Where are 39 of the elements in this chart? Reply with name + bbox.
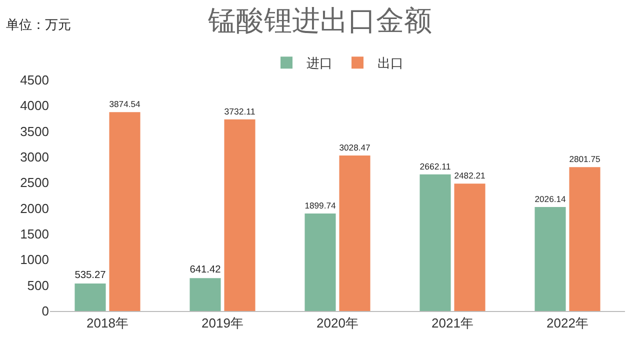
data-label: 3732.11 — [224, 106, 256, 116]
data-label: 2662.11 — [420, 161, 451, 172]
y-tick-label: 4500 — [20, 72, 49, 88]
chart-title: 锰酸锂进出口金额 — [207, 4, 432, 36]
data-label: 2026.14 — [534, 194, 566, 204]
bar — [190, 278, 221, 311]
x-tick-label: 2020年 — [316, 316, 358, 331]
x-tick-label: 2022年 — [546, 316, 588, 331]
y-tick-label: 1000 — [20, 252, 49, 268]
y-tick-label: 0 — [42, 304, 49, 319]
y-tick-label: 3000 — [20, 150, 49, 165]
bar — [339, 156, 370, 311]
x-tick-label: 2021年 — [432, 316, 474, 331]
bar — [454, 184, 486, 311]
legend-label: 出口 — [378, 56, 404, 71]
bar — [74, 284, 106, 311]
y-tick-label: 3500 — [20, 124, 49, 139]
bar — [224, 119, 256, 311]
bar — [109, 112, 140, 311]
bar — [304, 213, 336, 311]
y-tick-label: 2000 — [20, 200, 49, 216]
data-label: 535.27 — [74, 270, 106, 282]
legend-label: 进口 — [306, 56, 332, 71]
y-tick-label: 2500 — [20, 175, 49, 190]
data-label: 2482.21 — [454, 170, 486, 181]
data-label: 2801.75 — [569, 154, 600, 164]
bar — [569, 167, 600, 311]
x-tick-label: 2018年 — [86, 316, 128, 331]
data-label: 641.42 — [190, 264, 222, 276]
y-tick-label: 4000 — [20, 98, 49, 114]
y-tick-label: 1500 — [20, 226, 49, 242]
y-tick-label: 500 — [27, 278, 49, 293]
data-label: 3028.47 — [339, 142, 370, 153]
text: 单位：万元 — [6, 17, 71, 32]
data-label: 3874.54 — [109, 99, 140, 110]
x-tick-label: 2019年 — [202, 316, 244, 331]
data-label: 1899.74 — [304, 200, 336, 210]
bar — [420, 174, 451, 311]
bar — [534, 206, 566, 311]
